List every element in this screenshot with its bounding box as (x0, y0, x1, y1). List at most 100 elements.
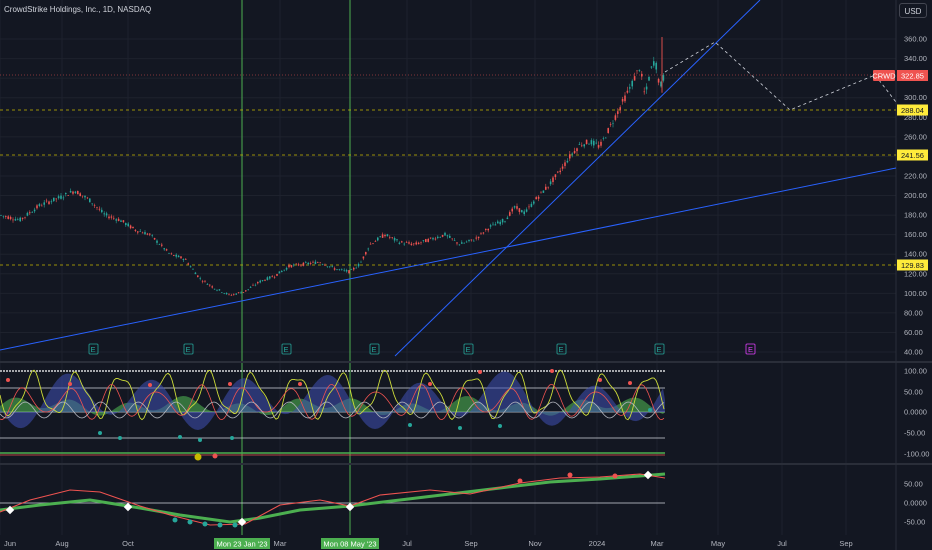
candle-body (153, 237, 156, 240)
earnings-marker[interactable] (556, 343, 567, 355)
candle-body (254, 284, 257, 286)
candle-body (182, 259, 185, 261)
candle-body (506, 217, 509, 220)
osc1-dot-red (598, 378, 602, 382)
candle-body (585, 139, 588, 145)
osc1-line-a (0, 369, 665, 421)
candle-body (199, 278, 201, 279)
candle-body (312, 261, 314, 263)
candle-body (607, 128, 609, 133)
candle-body (648, 76, 650, 81)
oscillator-pane-2 (0, 470, 666, 528)
candle-body (24, 216, 26, 218)
candle-body (14, 219, 17, 221)
candle-body (105, 213, 108, 216)
candle-body (300, 264, 302, 266)
candle-body (523, 211, 525, 215)
candle-body (626, 90, 629, 93)
candle-body (377, 237, 379, 241)
candle-body (297, 264, 300, 266)
candle-body (31, 212, 33, 213)
currency-button[interactable]: USD (899, 3, 927, 18)
candle-body (45, 200, 48, 202)
candle-body (26, 212, 29, 216)
candle-body (362, 256, 365, 259)
trend-line-long[interactable] (0, 167, 897, 351)
candle-body (530, 203, 533, 207)
candle-body (21, 217, 24, 219)
candle-body (57, 196, 60, 199)
candle-body (405, 242, 408, 243)
candle-body (60, 195, 62, 199)
earnings-marker[interactable] (88, 343, 99, 355)
candle-body (410, 243, 413, 246)
earnings-marker[interactable] (369, 343, 380, 355)
time-label: Nov (528, 539, 542, 548)
candle-body (612, 123, 614, 124)
candle-body (211, 286, 213, 288)
candle-body (590, 140, 593, 145)
candle-body (653, 61, 655, 66)
earnings-marker[interactable] (654, 343, 665, 355)
candle-body (501, 219, 504, 223)
candle-body (9, 216, 12, 220)
candle-body (393, 238, 396, 241)
osc1-dot-red (68, 382, 72, 386)
earnings-marker-label: E (90, 345, 95, 354)
osc2-axis[interactable]: 50.00 0.0000 -50.00 (904, 480, 927, 527)
time-label: 2024 (589, 539, 606, 548)
time-axis[interactable]: Jun Aug Oct Mar Jul Sep Nov 2024 Mar May Jul Sep (4, 539, 853, 548)
candle-body (194, 272, 197, 275)
candle-body (98, 208, 101, 210)
candle-body (0, 215, 2, 216)
candle-body (463, 242, 465, 244)
grid-lines (0, 0, 896, 535)
candle-body (223, 293, 225, 294)
earnings-marker[interactable] (281, 343, 292, 355)
candle-body (403, 243, 405, 245)
candle-body (290, 265, 293, 268)
candle-body (2, 215, 5, 217)
candle-body (379, 236, 381, 238)
candle-body (487, 228, 489, 231)
candle-body (499, 221, 501, 225)
osc1-dot-red (6, 378, 10, 382)
candle-body (127, 223, 129, 227)
candle-body (74, 191, 77, 194)
candle-body (129, 225, 132, 229)
osc1-axis[interactable]: 100.00 50.00 0.0000 -50.00 -100.00 (904, 367, 929, 459)
earnings-marker[interactable] (463, 343, 474, 355)
time-highlight-second: Mon 08 May '23 (321, 538, 379, 549)
candle-body (341, 269, 343, 270)
price-tick-label: 160.00 (904, 230, 927, 239)
candle-body (636, 70, 638, 72)
candle-body (62, 197, 65, 199)
candle-body (367, 248, 369, 250)
candle-body (595, 142, 597, 144)
candle-body (657, 78, 660, 83)
candle-body (513, 206, 516, 208)
candle-body (7, 216, 9, 219)
candle-body (545, 186, 547, 190)
osc2-dot-red (612, 473, 618, 479)
candle-body (429, 237, 432, 239)
earnings-marker-upcoming[interactable] (745, 343, 756, 355)
candle-body (516, 206, 518, 209)
price-axis[interactable]: 360.00340.00320.00300.00280.00260.00240.… (904, 35, 927, 357)
osc2-signal-marker (345, 502, 355, 512)
candle-body (235, 293, 237, 295)
time-label: Mar (274, 539, 287, 548)
candle-body (19, 217, 21, 222)
trend-line-steep[interactable] (394, 0, 761, 357)
candle-body (206, 283, 209, 285)
earnings-marker[interactable] (183, 343, 194, 355)
candle-body (485, 228, 487, 230)
projection-path[interactable] (664, 41, 897, 111)
candle-body (259, 280, 261, 283)
candle-body (266, 277, 269, 281)
time-label: Jul (777, 539, 787, 548)
candle-body (50, 201, 53, 203)
candle-body (218, 289, 221, 291)
candle-body (497, 221, 499, 224)
